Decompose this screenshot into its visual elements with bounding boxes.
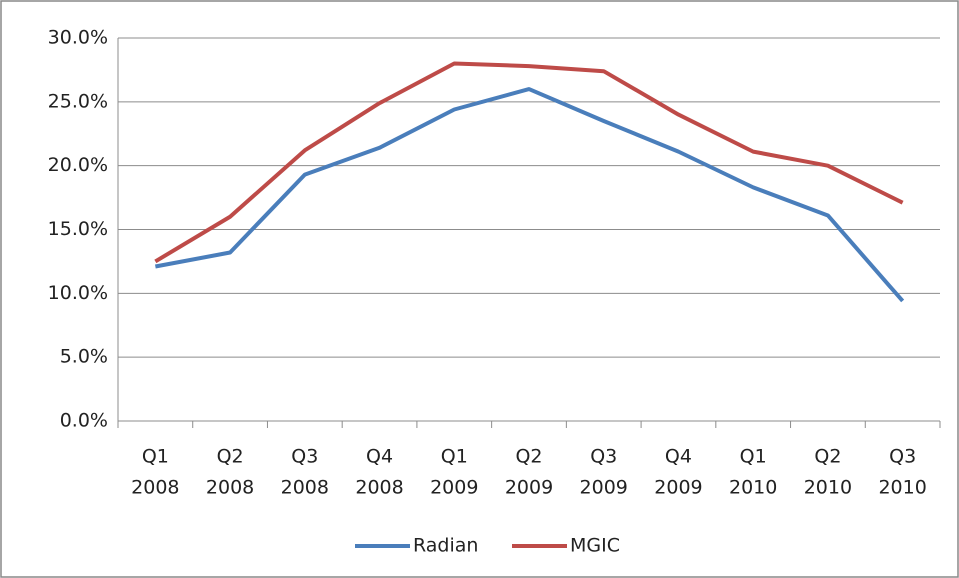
x-tick-label: Q2: [217, 446, 244, 468]
x-tick-label: Q1: [441, 446, 468, 468]
x-tick-label: 2008: [355, 477, 403, 499]
x-tick-label: 2010: [878, 477, 926, 499]
y-tick-label: 10.0%: [48, 282, 108, 304]
y-tick-label: 15.0%: [48, 218, 108, 240]
x-tick-label: 2009: [580, 477, 628, 499]
y-tick-label: 20.0%: [48, 154, 108, 176]
x-tick-label: Q3: [889, 446, 916, 468]
x-tick-label: Q3: [590, 446, 617, 468]
series-line: [154, 87, 905, 303]
x-tick-label: Q2: [814, 446, 841, 468]
x-tick-label: 2009: [654, 477, 702, 499]
x-tick-label: Q1: [740, 446, 767, 468]
legend-label: MGIC: [570, 535, 620, 557]
x-tick-label: 2009: [430, 477, 478, 499]
x-tick-label: Q4: [665, 446, 692, 468]
y-tick-label: 0.0%: [60, 410, 108, 432]
x-tick-label: Q3: [291, 446, 318, 468]
x-tick-label: Q2: [515, 446, 542, 468]
x-tick-label: 2008: [281, 477, 329, 499]
x-tick-label: 2010: [729, 477, 777, 499]
x-tick-label: Q1: [142, 446, 169, 468]
y-tick-label: 25.0%: [48, 90, 108, 112]
series-line: [154, 61, 904, 264]
y-tick-label: 30.0%: [48, 27, 108, 49]
x-tick-label: 2008: [206, 477, 254, 499]
legend-label: Radian: [413, 535, 478, 557]
x-tick-label: 2009: [505, 477, 553, 499]
x-tick-label: 2008: [131, 477, 179, 499]
y-tick-label: 5.0%: [60, 346, 108, 368]
x-tick-label: Q4: [366, 446, 393, 468]
x-tick-label: 2010: [804, 477, 852, 499]
